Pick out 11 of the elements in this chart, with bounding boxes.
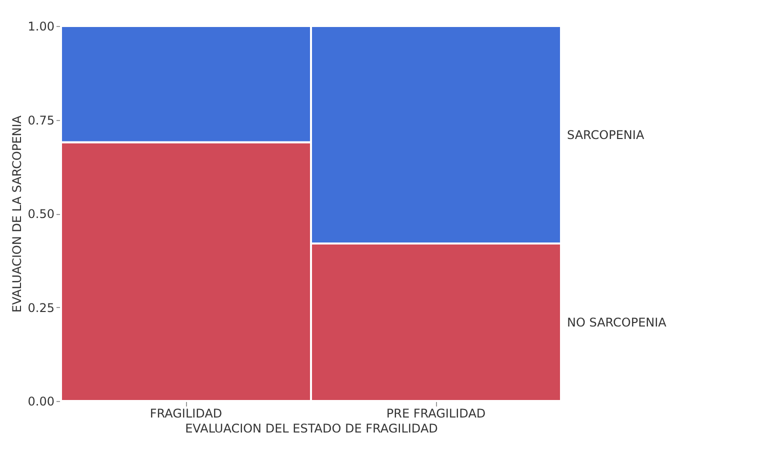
x-axis-title: EVALUACION DEL ESTADO DE FRAGILIDAD [185, 422, 438, 436]
x-tick-label: PRE FRAGILIDAD [386, 406, 486, 420]
y-tick-label: 1.00 [28, 20, 54, 34]
series-label: SARCOPENIA [567, 128, 645, 142]
y-axis-title: EVALUACION DE LA SARCOPENIA [10, 114, 24, 313]
y-tick-label: 0.50 [28, 207, 54, 221]
series-label: NO SARCOPENIA [567, 315, 668, 330]
y-tick-label: 0.25 [28, 300, 54, 315]
y-tick-label: 0.75 [28, 113, 54, 128]
y-tick-label: 0.00 [28, 394, 54, 408]
x-tick-label: FRAGILIDAD [150, 406, 222, 420]
